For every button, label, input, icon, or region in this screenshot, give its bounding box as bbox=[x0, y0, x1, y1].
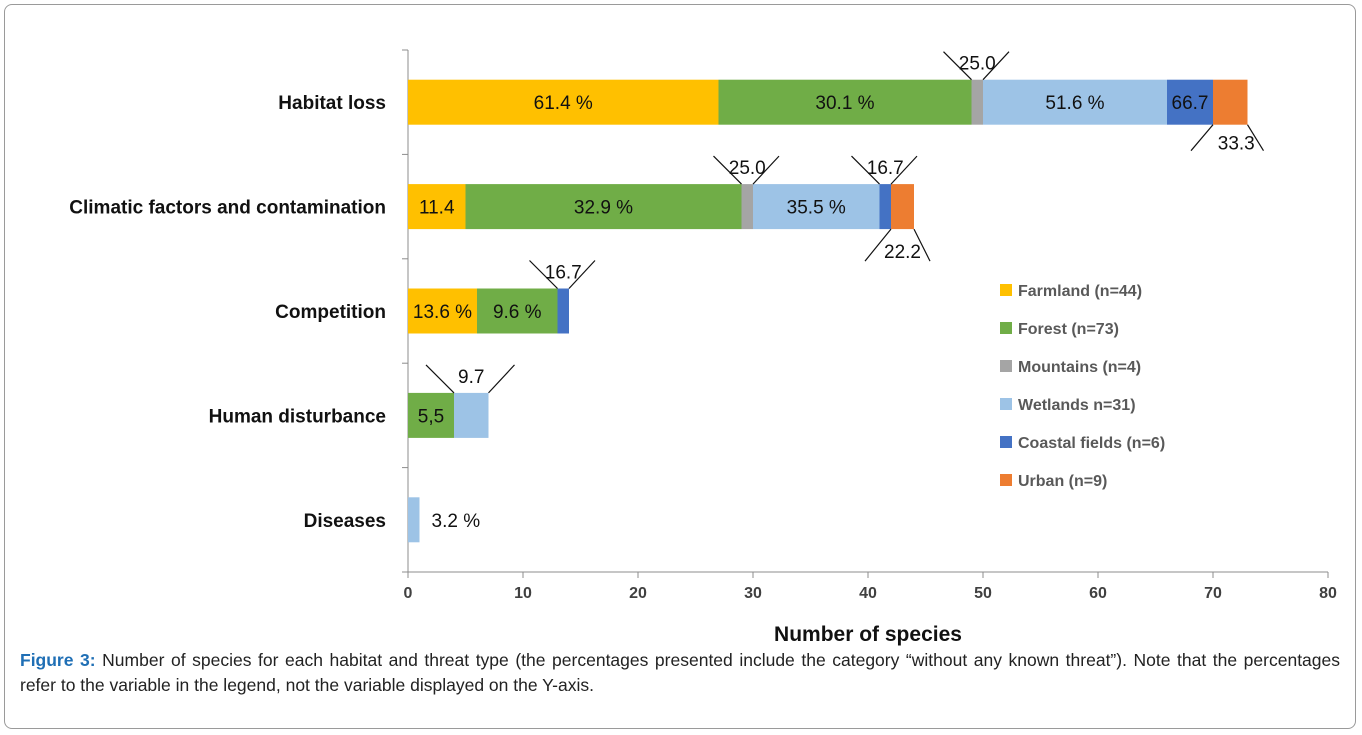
legend-swatch bbox=[1000, 474, 1012, 486]
legend-label: Mountains (n=4) bbox=[1018, 359, 1141, 376]
x-tick-label: 50 bbox=[974, 585, 992, 602]
label-leader-line bbox=[713, 155, 742, 185]
legend-label: Urban (n=9) bbox=[1018, 473, 1107, 490]
legend-label: Farmland (n=44) bbox=[1018, 283, 1142, 300]
bar-segment bbox=[741, 184, 753, 230]
bar-segment bbox=[477, 288, 558, 334]
label-leader-line bbox=[488, 364, 515, 394]
legend-swatch bbox=[1000, 360, 1012, 372]
legend-label: Wetlands n=31) bbox=[1018, 397, 1136, 414]
label-leader-line bbox=[913, 228, 931, 262]
data-label: 30.1 % bbox=[815, 93, 874, 114]
x-tick-label: 0 bbox=[404, 585, 413, 602]
bar-segment bbox=[408, 288, 477, 334]
data-label: 32.9 % bbox=[574, 198, 633, 219]
bar-segment bbox=[983, 79, 1167, 125]
category-label: Human disturbance bbox=[209, 406, 386, 427]
bar-segment bbox=[408, 79, 719, 125]
legend-swatch bbox=[1000, 284, 1012, 296]
x-axis-title: Number of species bbox=[774, 623, 962, 646]
caption-label: Figure 3: bbox=[20, 650, 96, 670]
figure-frame bbox=[4, 4, 1356, 729]
data-label: 33.3 bbox=[1218, 134, 1255, 155]
caption-text: Number of species for each habitat and t… bbox=[20, 650, 1341, 695]
category-label: Competition bbox=[275, 302, 386, 323]
bar-segment bbox=[1167, 79, 1213, 125]
bar-segment bbox=[454, 392, 489, 438]
x-tick-label: 60 bbox=[1089, 585, 1107, 602]
bar-segment bbox=[408, 184, 466, 230]
category-label: Diseases bbox=[304, 511, 386, 532]
bar-segment bbox=[557, 288, 569, 334]
data-label: 25.0 bbox=[959, 54, 996, 75]
bar-segment bbox=[408, 497, 420, 543]
x-tick-label: 80 bbox=[1319, 585, 1337, 602]
data-label: 25.0 bbox=[729, 158, 766, 179]
data-label: 13.6 % bbox=[413, 302, 472, 323]
legend-label: Forest (n=73) bbox=[1018, 321, 1119, 338]
label-leader-line bbox=[851, 155, 880, 185]
label-leader-line bbox=[864, 228, 892, 262]
bar-segment bbox=[891, 184, 914, 230]
x-tick-label: 10 bbox=[514, 585, 532, 602]
bar-segment bbox=[1213, 79, 1248, 125]
category-label: Habitat loss bbox=[278, 93, 386, 114]
legend-swatch bbox=[1000, 322, 1012, 334]
data-label: 35.5 % bbox=[787, 198, 846, 219]
label-leader-line bbox=[1190, 124, 1214, 152]
label-leader-line bbox=[943, 51, 972, 81]
data-label: 9.6 % bbox=[493, 302, 542, 323]
data-label: 16.7 bbox=[545, 263, 582, 284]
label-leader-line bbox=[568, 260, 596, 289]
label-leader-line bbox=[529, 260, 558, 289]
data-label: 9.7 bbox=[458, 367, 484, 388]
bar-segment bbox=[971, 79, 983, 125]
label-leader-line bbox=[982, 51, 1010, 81]
bar-segment bbox=[879, 184, 891, 230]
data-label: 51.6 % bbox=[1045, 93, 1104, 114]
data-label: 66.7 bbox=[1172, 93, 1209, 114]
label-leader-line bbox=[425, 364, 455, 394]
bar-segment bbox=[408, 392, 454, 438]
data-label: 11.4 bbox=[419, 198, 455, 219]
legend-swatch bbox=[1000, 436, 1012, 448]
bar-segment bbox=[753, 184, 880, 230]
x-tick-label: 30 bbox=[744, 585, 762, 602]
label-leader-line bbox=[890, 155, 918, 185]
bar-segment bbox=[718, 79, 972, 125]
label-leader-line bbox=[1246, 124, 1265, 152]
data-label: 5,5 bbox=[418, 406, 444, 427]
label-leader-line bbox=[752, 155, 780, 185]
legend-swatch bbox=[1000, 398, 1012, 410]
stacked-bar-chart: 0 10 20 30 40 50 60 70 80 Number of species Habita… bbox=[69, 49, 1337, 646]
x-tick-label: 20 bbox=[629, 585, 647, 602]
bar-segment bbox=[465, 184, 742, 230]
figure-caption: Figure 3: Number of species for each hab… bbox=[20, 648, 1340, 698]
data-label: 16.7 bbox=[867, 158, 904, 179]
x-tick-label: 40 bbox=[859, 585, 877, 602]
category-label: Climatic factors and contamination bbox=[69, 198, 386, 219]
data-label: 3.2 % bbox=[432, 511, 481, 532]
data-label: 61.4 % bbox=[534, 93, 593, 114]
x-tick-label: 70 bbox=[1204, 585, 1222, 602]
legend-label: Coastal fields (n=6) bbox=[1018, 435, 1165, 452]
data-label: 22.2 bbox=[884, 242, 921, 263]
